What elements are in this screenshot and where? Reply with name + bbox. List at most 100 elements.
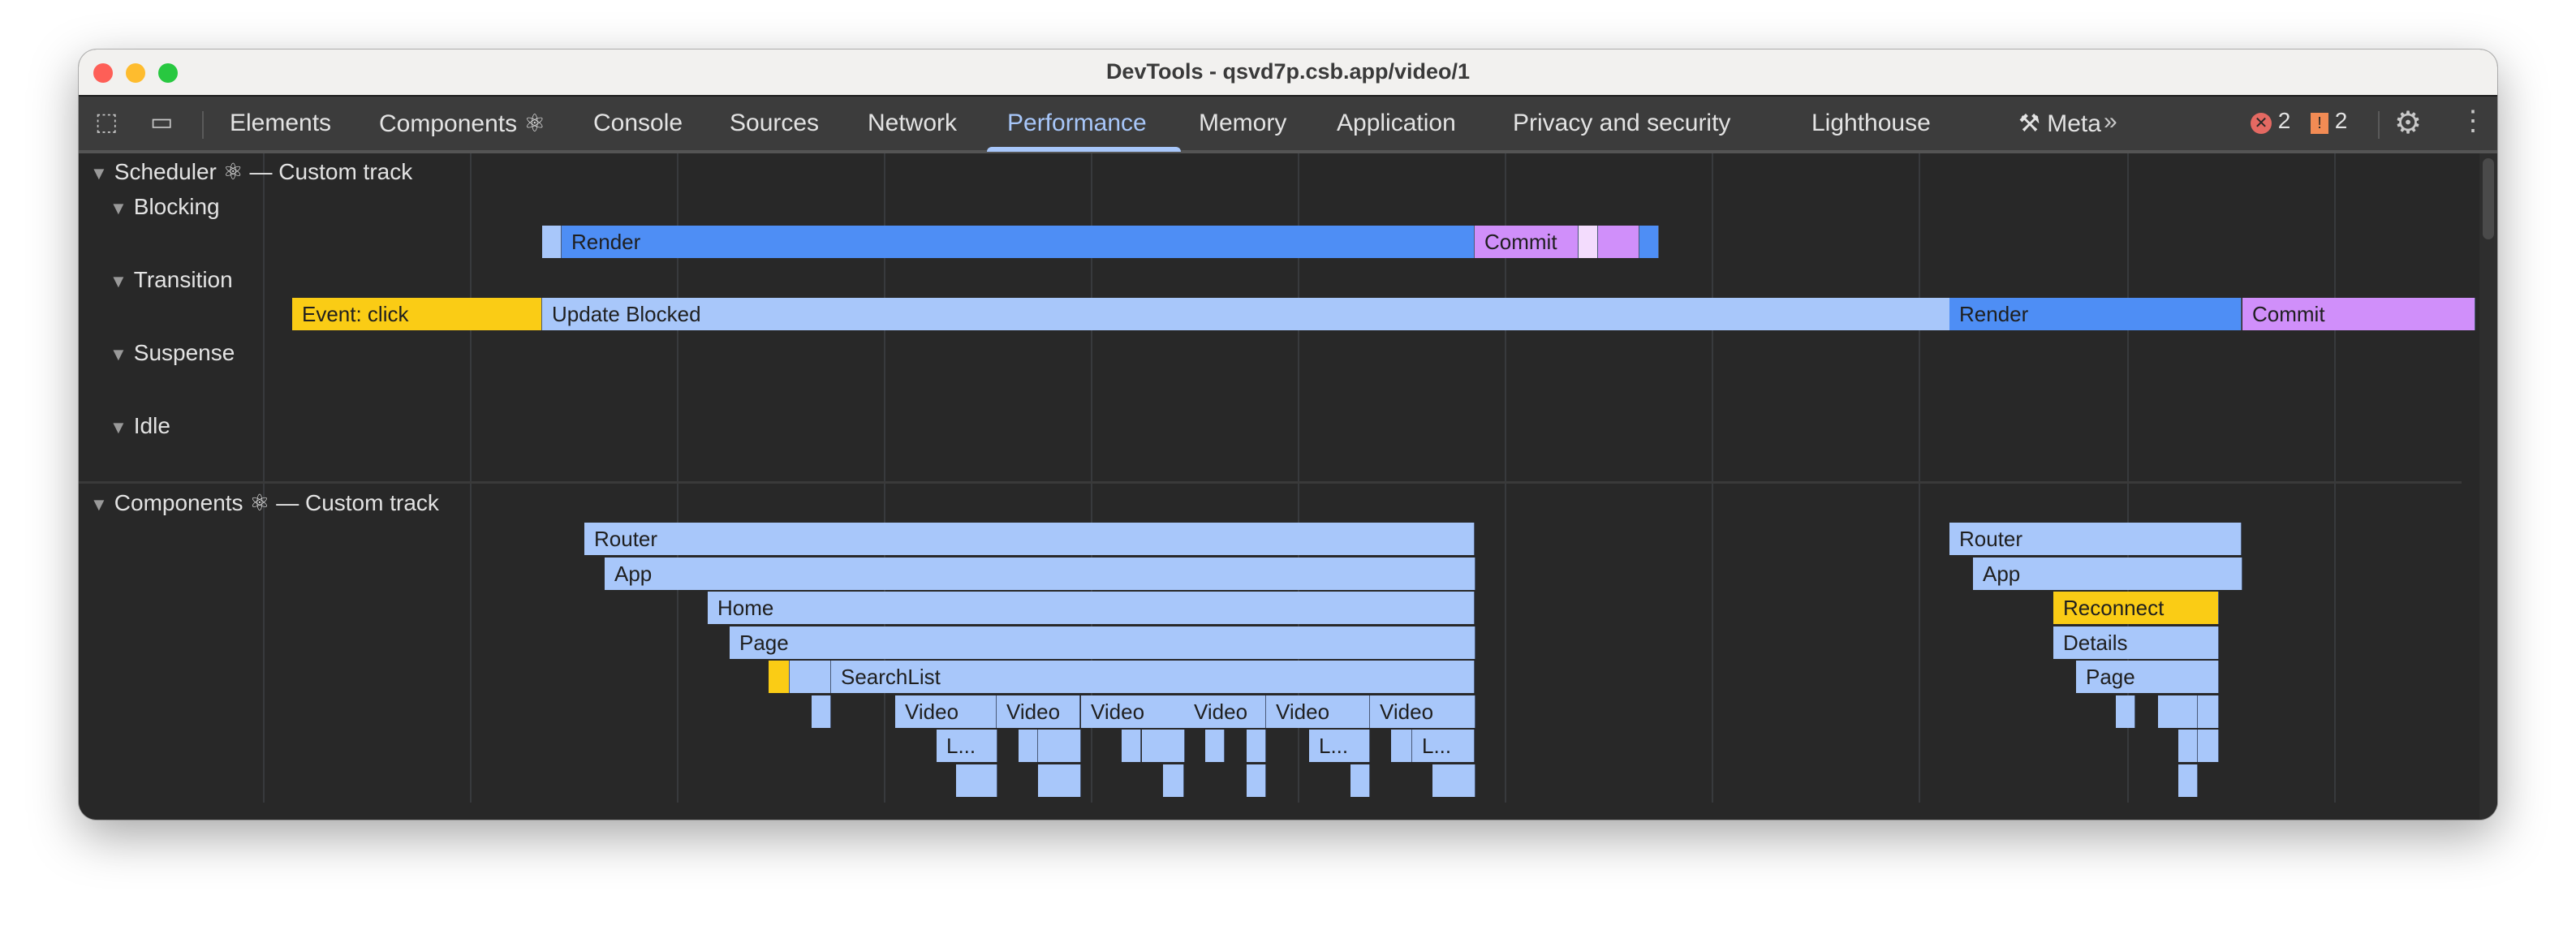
tab-components[interactable]: Components ⚛ [379,110,546,137]
tab-elements[interactable]: Elements [230,110,332,136]
transition-event-bar[interactable]: Event: click [292,298,542,330]
components-track-header[interactable]: ▼ Components ⚛ — Custom track [90,490,439,515]
scheduler-track-header[interactable]: ▼ Scheduler ⚛ — Custom track [90,159,413,184]
component-bar[interactable] [1247,764,1266,797]
component-bar[interactable] [1038,730,1081,762]
component-bar[interactable] [2158,695,2198,728]
tab-privacy-and-security[interactable]: Privacy and security [1513,110,1731,136]
component-bar[interactable] [769,661,790,693]
component-bar-reconnect[interactable]: Reconnect [2053,592,2219,624]
device-toolbar-icon[interactable]: ▭ [150,109,174,136]
component-bar-video[interactable]: Video [1184,695,1266,728]
expand-triangle-icon[interactable]: ▼ [110,198,127,218]
component-bar[interactable] [1122,730,1141,762]
blocking-segment[interactable] [1639,226,1659,258]
component-bar[interactable] [1163,764,1184,797]
lane-suspense[interactable]: ▼ Suspense [110,340,235,365]
component-bar-truncated[interactable]: L... [1412,730,1475,762]
component-bar[interactable] [2198,730,2219,762]
expand-triangle-icon[interactable]: ▼ [110,271,127,291]
track-separator [79,481,2462,484]
title-bar: DevTools - qsvd7p.csb.app/video/1 [79,50,2497,97]
minimize-window-button[interactable] [126,63,145,83]
expand-triangle-icon[interactable]: ▼ [110,417,127,437]
component-bar[interactable] [1247,730,1266,762]
component-bar-truncated[interactable]: L... [937,730,997,762]
blocking-commit-bar[interactable]: Commit [1475,226,1579,258]
time-gridline [2127,153,2129,803]
component-bar-app[interactable]: App [605,558,1475,590]
component-bar[interactable] [2178,764,2198,797]
expand-triangle-icon[interactable]: ▼ [90,494,108,515]
component-bar[interactable] [2116,695,2135,728]
lane-idle[interactable]: ▼ Idle [110,413,170,438]
component-bar[interactable] [1391,730,1412,762]
component-bar-router[interactable]: Router [584,523,1475,555]
active-tab-indicator [987,147,1181,152]
component-bar[interactable] [1142,730,1185,762]
component-bar-home[interactable]: Home [708,592,1475,624]
time-gridline [1091,153,1092,803]
transition-update-blocked-bar[interactable]: Update Blocked [542,298,1950,330]
component-bar-video[interactable]: Video [895,695,997,728]
component-bar[interactable] [1038,764,1081,797]
component-bar[interactable] [1350,764,1370,797]
tab-memory[interactable]: Memory [1199,110,1287,136]
time-gridline [2334,153,2336,803]
component-bar-details[interactable]: Details [2053,626,2219,659]
error-count-badge[interactable]: ✕ 2 [2251,108,2290,134]
component-bar[interactable] [812,695,831,728]
warning-count-badge[interactable]: ! 2 [2311,108,2347,134]
expand-triangle-icon[interactable]: ▼ [110,344,127,364]
more-tabs-icon[interactable]: » [2104,108,2117,135]
component-bar[interactable] [1432,764,1475,797]
scrollbar-thumb[interactable] [2483,158,2494,239]
blocking-segment[interactable] [1579,226,1598,258]
tab-application[interactable]: Application [1337,110,1456,136]
component-bar[interactable] [1019,730,1038,762]
time-gridline [1298,153,1299,803]
time-gridline [884,153,885,803]
settings-gear-icon[interactable]: ⚙ [2394,106,2423,140]
component-bar-truncated[interactable]: L... [1309,730,1370,762]
vertical-scrollbar[interactable] [2479,153,2497,820]
component-bar-video[interactable]: Video [997,695,1080,728]
more-options-icon[interactable]: ⋮ [2459,105,2487,136]
transition-commit-bar[interactable]: Commit [2242,298,2475,330]
zoom-window-button[interactable] [158,63,178,83]
window-title: DevTools - qsvd7p.csb.app/video/1 [1105,59,1471,84]
expand-triangle-icon[interactable]: ▼ [90,163,108,183]
close-window-button[interactable] [93,63,113,83]
inspect-element-icon[interactable]: ⬚ [95,109,118,136]
tab-network[interactable]: Network [868,110,958,136]
component-bar-page[interactable]: Page [730,626,1475,659]
lane-blocking[interactable]: ▼ Blocking [110,194,220,219]
component-bar-searchlist[interactable]: SearchList [831,661,1475,693]
component-bar[interactable] [956,764,997,797]
component-bar-video[interactable]: Video [1370,695,1475,728]
performance-timeline[interactable]: ▼ Scheduler ⚛ — Custom track ▼ Blocking ▼ T… [79,153,2497,820]
time-gridline [1919,153,1920,803]
tab-lighthouse[interactable]: Lighthouse [1811,110,1931,136]
component-bar-app[interactable]: App [1973,558,2242,590]
component-bar-router[interactable]: Router [1949,523,2242,555]
blocking-render-bar[interactable]: Render [562,226,1475,258]
component-bar-video[interactable]: Video [1081,695,1185,728]
component-bar[interactable] [2198,695,2219,728]
meta-tools-icon: ⚒ [2018,110,2048,137]
tab-meta[interactable]: ⚒ Meta [2018,110,2101,137]
tab-sources[interactable]: Sources [730,110,820,136]
lane-transition[interactable]: ▼ Transition [110,267,233,292]
tab-performance[interactable]: Performance [1007,110,1147,136]
component-bar[interactable] [790,661,831,693]
transition-render-bar[interactable]: Render [1949,298,2242,330]
component-bar-video[interactable]: Video [1266,695,1370,728]
component-bar[interactable] [1205,730,1225,762]
component-bar-page[interactable]: Page [2076,661,2219,693]
blocking-segment[interactable] [1598,226,1639,258]
error-icon: ✕ [2251,113,2272,134]
blocking-segment[interactable] [542,226,562,258]
component-bar[interactable] [2178,730,2198,762]
toolbar-divider [202,111,204,139]
tab-console[interactable]: Console [593,110,683,136]
